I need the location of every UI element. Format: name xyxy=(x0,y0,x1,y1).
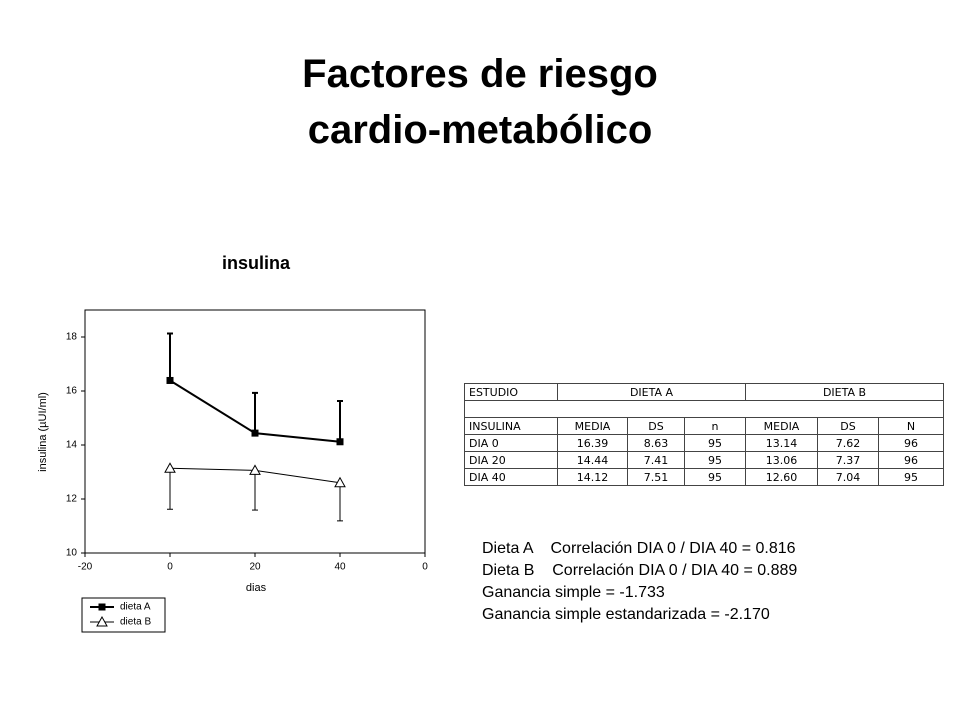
y-tick-label: 14 xyxy=(66,440,78,451)
slide-title: cardio-metabólico xyxy=(307,108,653,152)
table-cell: 7.51 xyxy=(627,468,685,486)
table-cell: 7.37 xyxy=(817,451,879,469)
table-cell: 96 xyxy=(878,451,944,469)
data-point xyxy=(166,376,174,384)
note-line: Dieta A Correlación DIA 0 / DIA 40 = 0.8… xyxy=(482,540,796,557)
table-cell: 7.04 xyxy=(817,468,879,486)
x-tick-label: 40 xyxy=(334,562,346,573)
y-tick-label: 18 xyxy=(66,332,78,343)
table-cell: MEDIA xyxy=(557,417,628,435)
table-cell: ESTUDIO xyxy=(464,383,558,401)
table-cell: 95 xyxy=(684,451,746,469)
table-cell: 96 xyxy=(878,434,944,452)
table-cell: DIA 20 xyxy=(464,451,558,469)
y-tick-label: 12 xyxy=(66,494,78,505)
table-cell: 16.39 xyxy=(557,434,628,452)
legend-marker xyxy=(98,603,106,611)
notes: Dieta A Correlación DIA 0 / DIA 40 = 0.8… xyxy=(482,538,797,626)
data-point xyxy=(249,464,261,475)
note-line: Ganancia simple estandarizada = -2.170 xyxy=(482,606,770,623)
table-cell: 95 xyxy=(684,434,746,452)
x-tick-label: 20 xyxy=(249,562,261,573)
table-row: INSULINA MEDIA DS n MEDIA DS N xyxy=(464,417,944,435)
x-axis-label: dias xyxy=(246,582,267,594)
table-cell: 13.06 xyxy=(745,451,818,469)
table-cell: 14.12 xyxy=(557,468,628,486)
table-row: DIA 40 14.12 7.51 95 12.60 7.04 95 xyxy=(464,468,944,486)
data-point xyxy=(336,438,344,446)
x-tick-label: -20 xyxy=(78,562,93,573)
x-tick-label: 0 xyxy=(167,562,173,573)
table-cell: 7.41 xyxy=(627,451,685,469)
table-cell: 95 xyxy=(684,468,746,486)
table-cell: MEDIA xyxy=(745,417,818,435)
table-cell xyxy=(464,400,944,418)
y-tick-label: 16 xyxy=(66,386,78,397)
table-cell: DIETA A xyxy=(557,383,746,401)
data-table: ESTUDIO DIETA A DIETA B INSULINA MEDIA DS n MED… xyxy=(464,383,944,486)
note-line: Dieta B Correlación DIA 0 / DIA 40 = 0.8… xyxy=(482,562,798,579)
table-row: DIA 20 14.44 7.41 95 13.06 7.37 96 xyxy=(464,451,944,469)
slide-title: Factores de riesgo xyxy=(302,52,658,96)
table-cell: DS xyxy=(627,417,685,435)
legend-label: dieta B xyxy=(120,617,151,628)
table-cell: 13.14 xyxy=(745,434,818,452)
table-cell: n xyxy=(684,417,746,435)
table-cell: DIETA B xyxy=(745,383,944,401)
legend-marker xyxy=(96,615,108,627)
data-point xyxy=(334,476,346,488)
y-axis-label: insulina (µUI/ml) xyxy=(37,392,49,472)
table-row: DIA 0 16.39 8.63 95 13.14 7.62 96 xyxy=(464,434,944,452)
table-cell: N xyxy=(878,417,944,435)
table-cell: DS xyxy=(817,417,879,435)
x-tick-label: 0 xyxy=(422,562,428,573)
legend-label: dieta A xyxy=(120,602,151,613)
data-point xyxy=(251,429,259,437)
table-cell: INSULINA xyxy=(464,417,558,435)
table-cell: 12.60 xyxy=(745,468,818,486)
note-line: Ganancia simple = -1.733 xyxy=(482,584,665,601)
table-row: ESTUDIO DIETA A DIETA B xyxy=(464,383,944,401)
table-cell: 14.44 xyxy=(557,451,628,469)
table-cell: 8.63 xyxy=(627,434,685,452)
table-cell: DIA 0 xyxy=(464,434,558,452)
table-cell: 7.62 xyxy=(817,434,879,452)
legend-box xyxy=(81,597,166,633)
table-row xyxy=(464,400,944,418)
chart-title: insulina xyxy=(222,253,291,273)
table-cell: DIA 40 xyxy=(464,468,558,486)
data-point xyxy=(164,462,176,473)
table-cell: 95 xyxy=(878,468,944,486)
y-tick-label: 10 xyxy=(66,548,78,559)
